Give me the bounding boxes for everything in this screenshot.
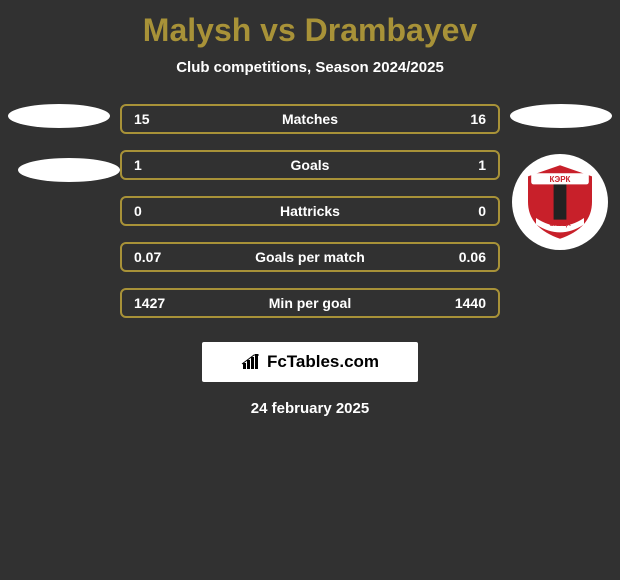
bar-chart-icon xyxy=(241,354,261,370)
stat-row-hattricks: 0 Hattricks 0 xyxy=(120,196,500,226)
stat-label: Min per goal xyxy=(165,295,455,311)
stat-rows: 15 Matches 16 1 Goals 1 0 Hattricks 0 0.… xyxy=(120,104,500,318)
stat-row-goals-per-match: 0.07 Goals per match 0.06 xyxy=(120,242,500,272)
badge-top-text: КЭРК xyxy=(550,175,571,184)
subtitle: Club competitions, Season 2024/2025 xyxy=(0,59,620,76)
stat-label: Goals xyxy=(142,157,478,173)
player2-club-badge: КЭРК СЛУЦК xyxy=(512,154,608,250)
stats-area: КЭРК СЛУЦК 15 Matches 16 1 Goals 1 0 Hat… xyxy=(0,104,620,417)
player2-avatar-placeholder xyxy=(510,104,612,128)
stat-label: Goals per match xyxy=(161,249,459,265)
stat-right-value: 16 xyxy=(470,111,486,127)
stat-row-min-per-goal: 1427 Min per goal 1440 xyxy=(120,288,500,318)
title-player2: Drambayev xyxy=(305,12,478,48)
stat-row-goals: 1 Goals 1 xyxy=(120,150,500,180)
stat-left-value: 0 xyxy=(134,203,142,219)
page-title: Malysh vs Drambayev xyxy=(0,0,620,49)
stat-left-value: 1 xyxy=(134,157,142,173)
title-player1: Malysh xyxy=(143,12,251,48)
badge-bottom-text: СЛУЦК xyxy=(549,221,571,228)
stat-right-value: 0.06 xyxy=(459,249,486,265)
player1-avatar-placeholder xyxy=(8,104,110,128)
player1-club-placeholder xyxy=(18,158,120,182)
stat-left-value: 15 xyxy=(134,111,150,127)
brand-badge: FcTables.com xyxy=(202,342,418,382)
stat-right-value: 1 xyxy=(478,157,486,173)
club-crest-icon: КЭРК СЛУЦК xyxy=(520,162,600,242)
stat-right-value: 1440 xyxy=(455,295,486,311)
date-line: 24 february 2025 xyxy=(0,400,620,417)
stat-left-value: 0.07 xyxy=(134,249,161,265)
title-vs: vs xyxy=(251,12,304,48)
stat-label: Matches xyxy=(150,111,471,127)
brand-text: FcTables.com xyxy=(267,352,379,372)
stat-row-matches: 15 Matches 16 xyxy=(120,104,500,134)
stat-right-value: 0 xyxy=(478,203,486,219)
stat-left-value: 1427 xyxy=(134,295,165,311)
stat-label: Hattricks xyxy=(142,203,478,219)
